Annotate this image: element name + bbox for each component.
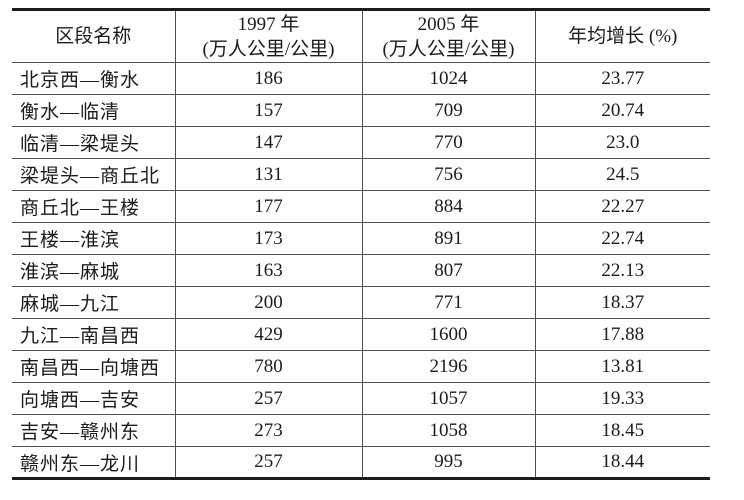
- section-name-cell: 临清—梁堤头: [12, 126, 175, 159]
- header-1997-year-label: 1997 年: [237, 13, 300, 35]
- header-cell-1997: 1997 年 (万人公里/公里): [174, 9, 362, 63]
- value-1997-cell: 429: [174, 318, 362, 351]
- header-section-name-label: 区段名称: [55, 26, 132, 47]
- value-1997-cell: 157: [174, 94, 362, 127]
- value-2005-cell: 770: [361, 126, 535, 159]
- header-1997-unit-label: (万人公里/公里): [202, 38, 335, 60]
- header-cell-growth: 年均增长 (%): [534, 9, 710, 63]
- value-2005-cell: 771: [361, 286, 535, 319]
- growth-cell: 22.13: [534, 254, 710, 287]
- value-2005-cell: 2196: [361, 350, 535, 383]
- table-row: 梁堤头—商丘北 131 756 24.5: [12, 158, 710, 191]
- section-name-cell: 麻城—九江: [12, 286, 175, 319]
- table-row: 王楼—淮滨 173 891 22.74: [12, 222, 710, 255]
- value-2005-cell: 1057: [361, 382, 535, 415]
- section-name-cell: 吉安—赣州东: [12, 414, 175, 447]
- table-body: 北京西—衡水 186 1024 23.77 衡水—临清 157 709 20.7…: [12, 62, 710, 479]
- header-cell-section-name: 区段名称: [12, 9, 175, 63]
- value-1997-cell: 257: [174, 382, 362, 415]
- section-name-cell: 王楼—淮滨: [12, 222, 175, 255]
- value-1997-cell: 177: [174, 190, 362, 223]
- value-2005-cell: 1600: [361, 318, 535, 351]
- table-row: 衡水—临清 157 709 20.74: [12, 94, 710, 127]
- value-2005-cell: 884: [361, 190, 535, 223]
- value-1997-cell: 200: [174, 286, 362, 319]
- table-row: 淮滨—麻城 163 807 22.13: [12, 254, 710, 287]
- table-row: 吉安—赣州东 273 1058 18.45: [12, 414, 710, 447]
- growth-cell: 23.0: [534, 126, 710, 159]
- table-row: 商丘北—王楼 177 884 22.27: [12, 190, 710, 223]
- header-growth-label: 年均增长 (%): [568, 26, 678, 47]
- growth-cell: 13.81: [534, 350, 710, 383]
- section-name-cell: 北京西—衡水: [12, 62, 175, 95]
- value-1997-cell: 131: [174, 158, 362, 191]
- growth-cell: 18.37: [534, 286, 710, 319]
- section-name-cell: 衡水—临清: [12, 94, 175, 127]
- growth-cell: 24.5: [534, 158, 710, 191]
- table-row: 麻城—九江 200 771 18.37: [12, 286, 710, 319]
- value-1997-cell: 147: [174, 126, 362, 159]
- section-name-cell: 梁堤头—商丘北: [12, 158, 175, 191]
- value-2005-cell: 807: [361, 254, 535, 287]
- value-1997-cell: 257: [174, 446, 362, 479]
- table-row: 九江—南昌西 429 1600 17.88: [12, 318, 710, 351]
- growth-cell: 23.77: [534, 62, 710, 95]
- railway-section-table: 区段名称 1997 年 (万人公里/公里) 2005 年 (万人公里/公里) 年…: [12, 8, 710, 480]
- growth-cell: 22.27: [534, 190, 710, 223]
- growth-cell: 17.88: [534, 318, 710, 351]
- table-row: 向塘西—吉安 257 1057 19.33: [12, 382, 710, 415]
- value-2005-cell: 1024: [361, 62, 535, 95]
- table-header: 区段名称 1997 年 (万人公里/公里) 2005 年 (万人公里/公里) 年…: [12, 9, 710, 63]
- section-name-cell: 商丘北—王楼: [12, 190, 175, 223]
- value-1997-cell: 780: [174, 350, 362, 383]
- value-1997-cell: 173: [174, 222, 362, 255]
- table-row: 赣州东—龙川 257 995 18.44: [12, 446, 710, 479]
- growth-cell: 18.44: [534, 446, 710, 479]
- value-2005-cell: 709: [361, 94, 535, 127]
- growth-cell: 20.74: [534, 94, 710, 127]
- value-1997-cell: 273: [174, 414, 362, 447]
- header-2005-unit-label: (万人公里/公里): [382, 38, 515, 60]
- table-header-row: 区段名称 1997 年 (万人公里/公里) 2005 年 (万人公里/公里) 年…: [12, 9, 710, 63]
- value-2005-cell: 1058: [361, 414, 535, 447]
- header-2005-year-label: 2005 年: [417, 13, 480, 35]
- section-name-cell: 赣州东—龙川: [20, 453, 141, 475]
- value-1997-cell: 163: [174, 254, 362, 287]
- growth-cell: 19.33: [534, 382, 710, 415]
- section-name-cell: 南昌西—向塘西: [12, 350, 175, 383]
- header-cell-2005: 2005 年 (万人公里/公里): [361, 9, 535, 63]
- table-row: 北京西—衡水 186 1024 23.77: [12, 62, 710, 95]
- value-2005-cell: 891: [361, 222, 535, 255]
- value-2005-cell: 995: [361, 446, 535, 479]
- growth-cell: 22.74: [534, 222, 710, 255]
- section-name-cell: 向塘西—吉安: [12, 382, 175, 415]
- section-name-cell: 九江—南昌西: [12, 318, 175, 351]
- table-row: 临清—梁堤头 147 770 23.0: [12, 126, 710, 159]
- table-row: 南昌西—向塘西 780 2196 13.81: [12, 350, 710, 383]
- value-2005-cell: 756: [361, 158, 535, 191]
- section-name-cell: 淮滨—麻城: [12, 254, 175, 287]
- value-1997-cell: 186: [174, 62, 362, 95]
- growth-cell: 18.45: [534, 414, 710, 447]
